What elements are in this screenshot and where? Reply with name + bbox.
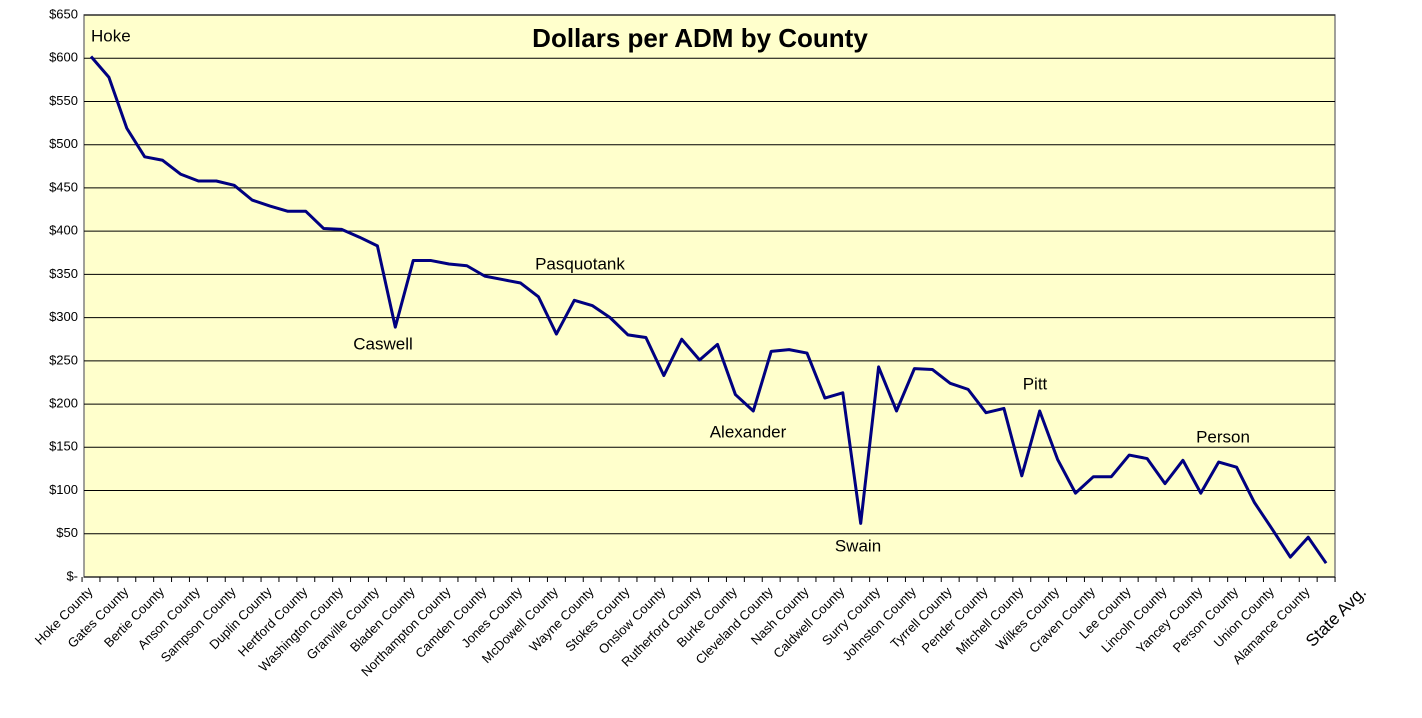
y-tick-label: $300 (49, 309, 78, 324)
y-tick-label: $- (66, 568, 78, 583)
y-tick-label: $250 (49, 352, 78, 367)
annotation: Pasquotank (535, 254, 625, 273)
annotation: Caswell (353, 334, 413, 353)
annotation: Hoke (91, 26, 131, 45)
y-tick-label: $600 (49, 50, 78, 65)
annotation: Alexander (710, 422, 787, 441)
plot-area (83, 14, 1336, 578)
y-tick-label: $500 (49, 136, 78, 151)
chart-title: Dollars per ADM by County (532, 23, 868, 53)
series-line (89, 55, 1328, 565)
annotation: Pitt (1023, 374, 1048, 393)
y-tick-label: $50 (56, 525, 78, 540)
y-tick-label: $350 (49, 266, 78, 281)
annotation: Swain (835, 536, 881, 555)
y-tick-label: $550 (49, 93, 78, 108)
y-tick-label: $150 (49, 439, 78, 454)
y-tick-label: $400 (49, 223, 78, 238)
y-tick-label: $450 (49, 179, 78, 194)
x-tick-label: State Avg. (1302, 583, 1370, 651)
y-tick-label: $200 (49, 396, 78, 411)
y-tick-label: $650 (49, 6, 78, 21)
y-tick-label: $100 (49, 482, 78, 497)
annotation: Person (1196, 427, 1250, 446)
